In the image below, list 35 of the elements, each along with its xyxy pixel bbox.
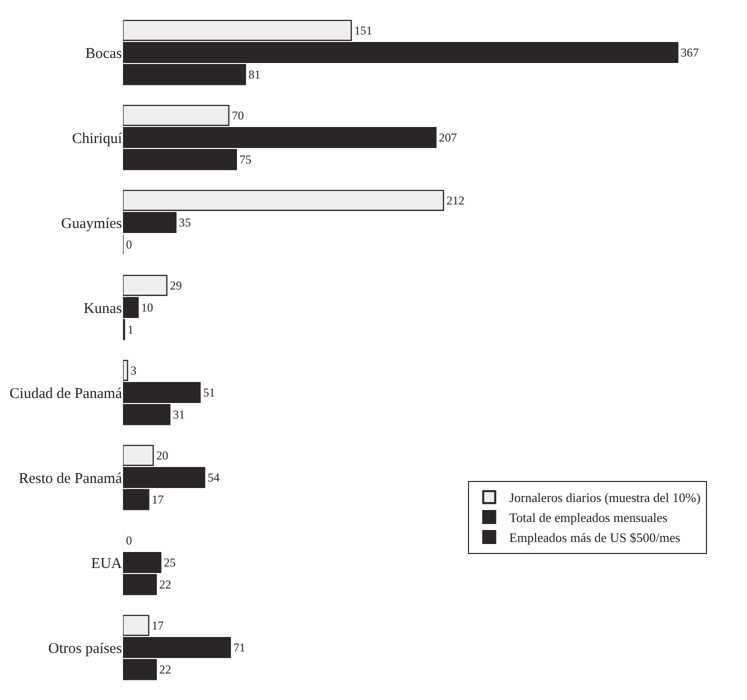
data-label: 0	[126, 533, 132, 548]
data-label: 207	[438, 130, 457, 145]
y-tick-label: Chiriquí	[72, 130, 123, 147]
data-label: 70	[232, 108, 244, 122]
y-tick-label: Bocas	[85, 46, 122, 62]
data-label: 20	[156, 448, 168, 462]
data-label: 22	[159, 578, 172, 592]
data-label: 54	[208, 470, 220, 485]
data-label: 212	[446, 193, 464, 208]
data-label: 1	[128, 322, 134, 337]
data-label: 29	[170, 278, 182, 292]
data-label: 22	[159, 662, 172, 677]
data-label: 0	[126, 238, 132, 252]
data-label: 35	[178, 216, 191, 230]
legend-label: Jornaleros diarios (muestra del 10%)	[509, 490, 701, 506]
data-label: 51	[203, 386, 216, 400]
data-label: 31	[172, 408, 185, 422]
data-label: 10	[141, 300, 154, 315]
data-label: 151	[354, 23, 372, 38]
data-label: 367	[680, 46, 699, 60]
y-tick-label: Kunas	[84, 300, 122, 317]
data-label: 75	[239, 152, 252, 167]
data-label: 25	[164, 556, 176, 570]
data-label: 17	[152, 492, 164, 507]
data-label: 81	[248, 68, 260, 82]
y-tick-label: Resto de Panamá	[18, 470, 122, 487]
legend-label: Total de empleados mensuales	[509, 510, 668, 526]
y-tick-label: Otros países	[48, 640, 122, 657]
y-tick-label: Ciudad de Panamá	[10, 386, 122, 402]
y-tick-label: Guaymíes	[61, 216, 122, 232]
data-label: 71	[233, 640, 246, 654]
legend-label: Empleados más de US $500/mes	[509, 530, 680, 546]
data-label: 3	[130, 363, 137, 378]
data-label: 17	[152, 618, 164, 632]
y-tick-label: EUA	[91, 556, 122, 572]
